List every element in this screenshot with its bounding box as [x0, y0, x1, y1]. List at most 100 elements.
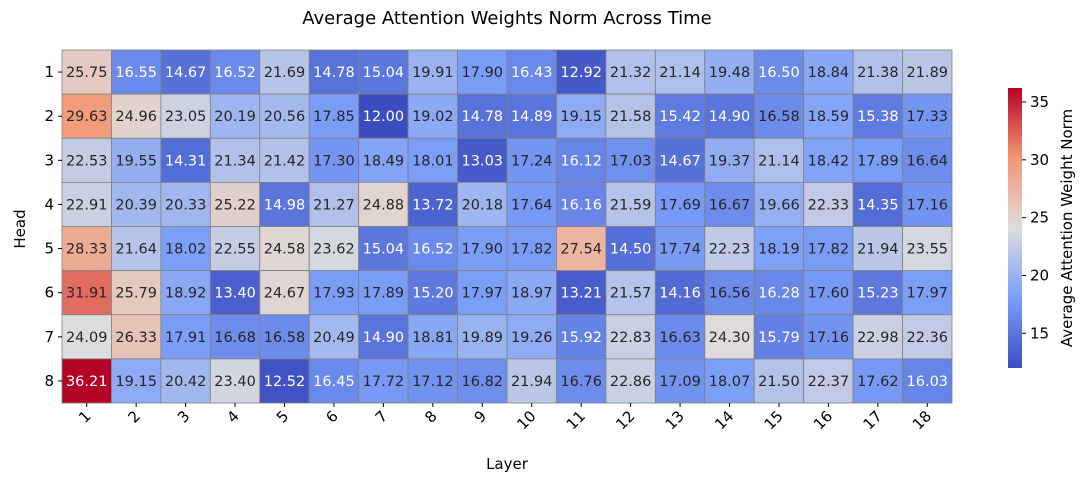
heatmap-cell [209, 270, 261, 316]
heatmap-cell [209, 314, 261, 360]
cell-value-label: 13.21 [560, 286, 602, 302]
cell-value-label: 16.82 [462, 374, 504, 390]
cell-value-label: 24.58 [264, 242, 306, 258]
x-tick-label: 17 [859, 407, 885, 433]
cell-value-label: 13.72 [412, 197, 454, 213]
cell-value-label: 21.42 [264, 153, 306, 169]
cell-value-label: 17.90 [462, 65, 504, 81]
cell-value-label: 23.40 [214, 374, 256, 390]
heatmap-cell [556, 226, 607, 272]
x-tick-label: 16 [810, 407, 836, 433]
cell-value-label: 19.66 [758, 197, 800, 213]
cell-value-label: 17.69 [659, 197, 701, 213]
heatmap-cell [160, 49, 211, 95]
cell-value-label: 21.89 [907, 65, 949, 81]
cell-value-label: 24.30 [709, 330, 751, 346]
x-tick-label: 6 [322, 407, 341, 426]
colorbar: 15 20 25 30 35 [1008, 88, 1049, 368]
cell-value-label: 17.97 [907, 286, 949, 302]
heatmap-cell [358, 137, 409, 183]
heatmap-cell [407, 49, 458, 95]
cell-value-label: 20.56 [264, 109, 306, 125]
cell-value-label: 24.09 [66, 330, 108, 346]
heatmap-cell [803, 226, 854, 272]
heatmap-cell [457, 358, 508, 404]
heatmap-cell [605, 226, 656, 272]
cell-value-label: 14.90 [709, 109, 751, 125]
cell-value-label: 19.15 [115, 374, 157, 390]
heatmap-cell [654, 358, 706, 404]
heatmap-cell [61, 49, 112, 95]
colorbar-tick-label: 20 [1030, 266, 1049, 284]
cell-value-label: 23.62 [313, 242, 355, 258]
cell-value-label: 22.36 [907, 330, 949, 346]
cell-value-label: 17.64 [511, 197, 553, 213]
cell-value-label: 18.84 [808, 65, 850, 81]
cell-value-label: 26.33 [115, 330, 157, 346]
y-tick-label: 7 [44, 328, 54, 346]
heatmap-cell [852, 226, 903, 272]
cell-value-label: 22.91 [66, 197, 108, 213]
heatmap-cell [605, 181, 656, 227]
heatmap-cell [407, 270, 458, 316]
cell-value-label: 17.74 [659, 242, 701, 258]
heatmap-cell [605, 314, 656, 360]
cell-value-label: 17.82 [808, 242, 850, 258]
cell-value-label: 19.55 [115, 153, 157, 169]
cell-value-label: 14.35 [857, 197, 899, 213]
cell-value-label: 29.63 [66, 109, 108, 125]
cell-value-label: 15.20 [412, 286, 454, 302]
heatmap-cell [259, 226, 310, 272]
cell-value-label: 15.04 [363, 242, 405, 258]
heatmap-cell [61, 93, 112, 139]
heatmap-cell [160, 226, 211, 272]
x-axis-label: Layer [486, 455, 529, 473]
colorbar-label: Average Attention Weight Norm [1058, 109, 1076, 347]
heatmap-cell [308, 226, 360, 272]
heatmap-cell [407, 314, 458, 360]
cell-value-label: 15.23 [857, 286, 899, 302]
heatmap-cell [61, 181, 112, 227]
cell-value-label: 18.02 [165, 242, 207, 258]
colorbar-gradient [1008, 88, 1022, 368]
heatmap-cell [506, 270, 557, 316]
y-tick-label: 6 [44, 284, 54, 302]
cell-value-label: 17.33 [907, 109, 949, 125]
heatmap-cell [704, 314, 755, 360]
cell-value-label: 21.94 [511, 374, 553, 390]
cell-value-label: 14.90 [363, 330, 405, 346]
cell-value-label: 16.43 [511, 65, 553, 81]
heatmap-cell [506, 226, 557, 272]
cell-value-label: 20.39 [115, 197, 157, 213]
cell-value-label: 21.57 [610, 286, 652, 302]
cell-value-label: 21.69 [264, 65, 306, 81]
cell-value-label: 14.67 [165, 65, 207, 81]
cell-value-label: 17.16 [808, 330, 850, 346]
heatmap-cell [259, 270, 310, 316]
cell-value-label: 19.37 [709, 153, 751, 169]
heatmap-cell [902, 314, 953, 360]
cell-value-label: 19.02 [412, 109, 454, 125]
cell-value-label: 18.01 [412, 153, 454, 169]
colorbar-tick-label: 30 [1030, 151, 1049, 169]
cell-value-label: 19.48 [709, 65, 751, 81]
cell-value-label: 17.97 [462, 286, 504, 302]
cell-value-label: 15.42 [659, 109, 701, 125]
cell-value-label: 18.97 [511, 286, 553, 302]
heatmap-cell [506, 49, 557, 95]
x-tick-label: 10 [513, 407, 539, 433]
heatmap-cell [605, 358, 656, 404]
x-tick-label: 4 [223, 407, 242, 426]
heatmap-cell [61, 270, 112, 316]
cell-value-label: 21.14 [659, 65, 701, 81]
heatmap-cell [654, 93, 706, 139]
cell-value-label: 14.78 [313, 65, 355, 81]
cell-value-label: 14.31 [165, 153, 207, 169]
cell-value-label: 21.34 [214, 153, 256, 169]
cell-value-label: 16.52 [214, 65, 256, 81]
cell-value-label: 14.50 [610, 242, 652, 258]
y-tick-label: 5 [44, 240, 54, 258]
cell-value-label: 24.96 [115, 109, 157, 125]
heatmap-cell [111, 93, 162, 139]
